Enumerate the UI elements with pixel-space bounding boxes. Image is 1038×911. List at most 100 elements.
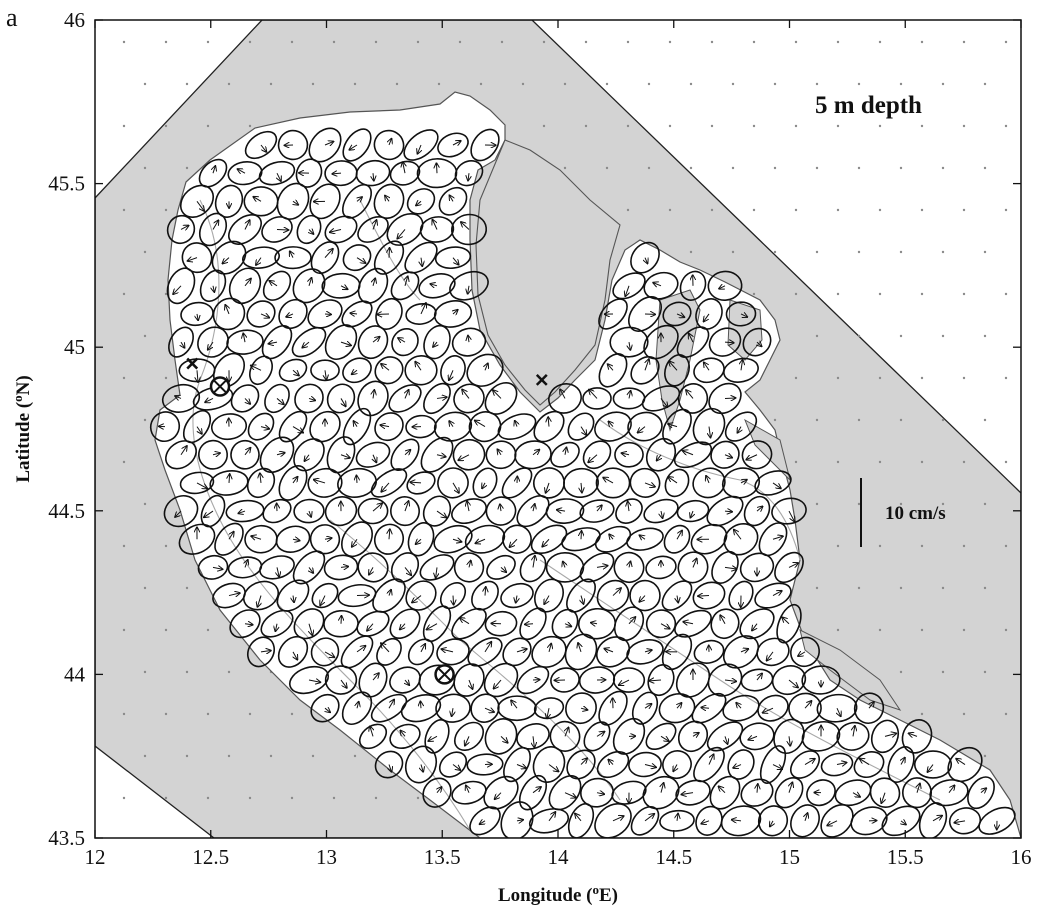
tidal-ellipse bbox=[324, 496, 358, 527]
tidal-ellipse bbox=[389, 723, 421, 750]
tidal-ellipse bbox=[471, 580, 499, 611]
tidal-ellipse bbox=[774, 551, 804, 584]
current-arrow bbox=[772, 533, 783, 543]
tidal-ellipse bbox=[929, 779, 969, 807]
current-arrow bbox=[442, 647, 454, 655]
ellipse-outline bbox=[264, 383, 290, 414]
ellipse-outline bbox=[197, 554, 229, 580]
ellipse-outline bbox=[500, 582, 534, 609]
grid-dot bbox=[983, 670, 987, 674]
tidal-ellipse bbox=[149, 411, 181, 443]
grid-dot bbox=[290, 40, 294, 44]
tidal-ellipse bbox=[433, 300, 473, 328]
current-arrow bbox=[596, 679, 605, 681]
current-arrow bbox=[948, 785, 956, 793]
grid-dot bbox=[794, 208, 798, 212]
tidal-ellipse bbox=[759, 745, 787, 784]
grid-dot bbox=[143, 502, 147, 506]
tidal-ellipse bbox=[609, 326, 649, 358]
ellipse-outline bbox=[550, 667, 580, 693]
current-arrow bbox=[308, 677, 320, 686]
grid-dot bbox=[920, 40, 924, 44]
tidal-ellipse bbox=[500, 582, 534, 609]
current-arrow bbox=[475, 539, 486, 543]
station-circle-cross bbox=[213, 379, 227, 394]
current-arrow bbox=[356, 257, 365, 265]
tidal-ellipse bbox=[200, 494, 226, 528]
tidal-ellipse bbox=[820, 803, 854, 838]
current-arrow bbox=[628, 733, 635, 739]
current-arrow bbox=[644, 650, 652, 652]
ellipse-outline bbox=[372, 578, 406, 613]
tidal-ellipse bbox=[630, 805, 660, 836]
current-arrow bbox=[273, 623, 280, 631]
grid-dot bbox=[962, 544, 966, 548]
ellipse-outline bbox=[741, 440, 773, 470]
current-arrow bbox=[788, 560, 798, 570]
tidal-ellipse bbox=[675, 779, 711, 806]
grid-dot bbox=[626, 208, 630, 212]
ellipse-outline bbox=[658, 693, 696, 724]
current-arrow bbox=[449, 370, 453, 380]
tidal-ellipse bbox=[645, 722, 677, 751]
tidal-ellipse bbox=[274, 246, 312, 270]
current-arrow bbox=[228, 532, 234, 540]
ellipse-outline bbox=[453, 721, 485, 752]
current-arrow bbox=[467, 336, 469, 343]
grid-dot bbox=[752, 208, 756, 212]
grid-dot bbox=[920, 208, 924, 212]
grid-dot bbox=[395, 82, 399, 86]
ellipse-outline bbox=[484, 718, 518, 755]
ellipse-outline bbox=[742, 327, 772, 357]
ellipse-outline bbox=[181, 242, 213, 274]
ellipse-outline bbox=[565, 692, 597, 725]
current-arrow bbox=[256, 473, 265, 483]
current-arrow bbox=[483, 363, 490, 371]
tidal-ellipse bbox=[230, 439, 260, 470]
tidal-ellipse bbox=[790, 804, 820, 838]
grid-dot bbox=[164, 376, 168, 380]
current-arrow bbox=[228, 474, 231, 483]
tidal-ellipse bbox=[723, 357, 759, 383]
current-arrow bbox=[465, 285, 471, 294]
tidal-ellipse bbox=[390, 496, 420, 527]
current-arrow bbox=[604, 646, 614, 655]
tidal-ellipse bbox=[341, 691, 373, 726]
current-arrow bbox=[704, 362, 710, 371]
grid-dot bbox=[269, 754, 273, 758]
grid-dot bbox=[941, 82, 945, 86]
current-arrow bbox=[436, 163, 437, 174]
grid-dot bbox=[626, 124, 630, 128]
tidal-ellipse bbox=[388, 384, 422, 413]
ellipse-outline bbox=[631, 691, 659, 725]
ellipse-outline bbox=[967, 776, 995, 810]
tidal-ellipse bbox=[776, 603, 802, 644]
ellipse-outline bbox=[643, 271, 679, 300]
ellipse-outline bbox=[230, 384, 260, 413]
current-arrow bbox=[493, 390, 502, 399]
current-arrow bbox=[175, 395, 182, 399]
tidal-ellipse bbox=[673, 441, 713, 469]
tidal-ellipse bbox=[337, 467, 377, 498]
ellipse-outline bbox=[790, 750, 820, 779]
tidal-ellipse bbox=[391, 328, 419, 357]
tidal-ellipse bbox=[853, 751, 885, 779]
current-arrow bbox=[723, 736, 729, 744]
tidal-ellipse bbox=[836, 721, 870, 751]
grid-dot bbox=[773, 418, 777, 422]
tidal-ellipse bbox=[293, 438, 325, 472]
ellipse-outline bbox=[212, 297, 246, 331]
current-arrow bbox=[324, 312, 331, 317]
current-arrow bbox=[580, 706, 587, 712]
grid-dot bbox=[1004, 460, 1008, 464]
grid-dot bbox=[731, 82, 735, 86]
current-arrow bbox=[387, 590, 393, 596]
x-tick-label: 14.5 bbox=[655, 845, 692, 869]
current-arrow bbox=[508, 538, 518, 547]
tidal-ellipse bbox=[532, 746, 566, 783]
current-arrow bbox=[724, 452, 732, 459]
current-arrow bbox=[324, 139, 333, 148]
ellipse-outline bbox=[661, 633, 693, 671]
ellipse-outline bbox=[598, 353, 628, 388]
current-arrow bbox=[564, 792, 576, 800]
